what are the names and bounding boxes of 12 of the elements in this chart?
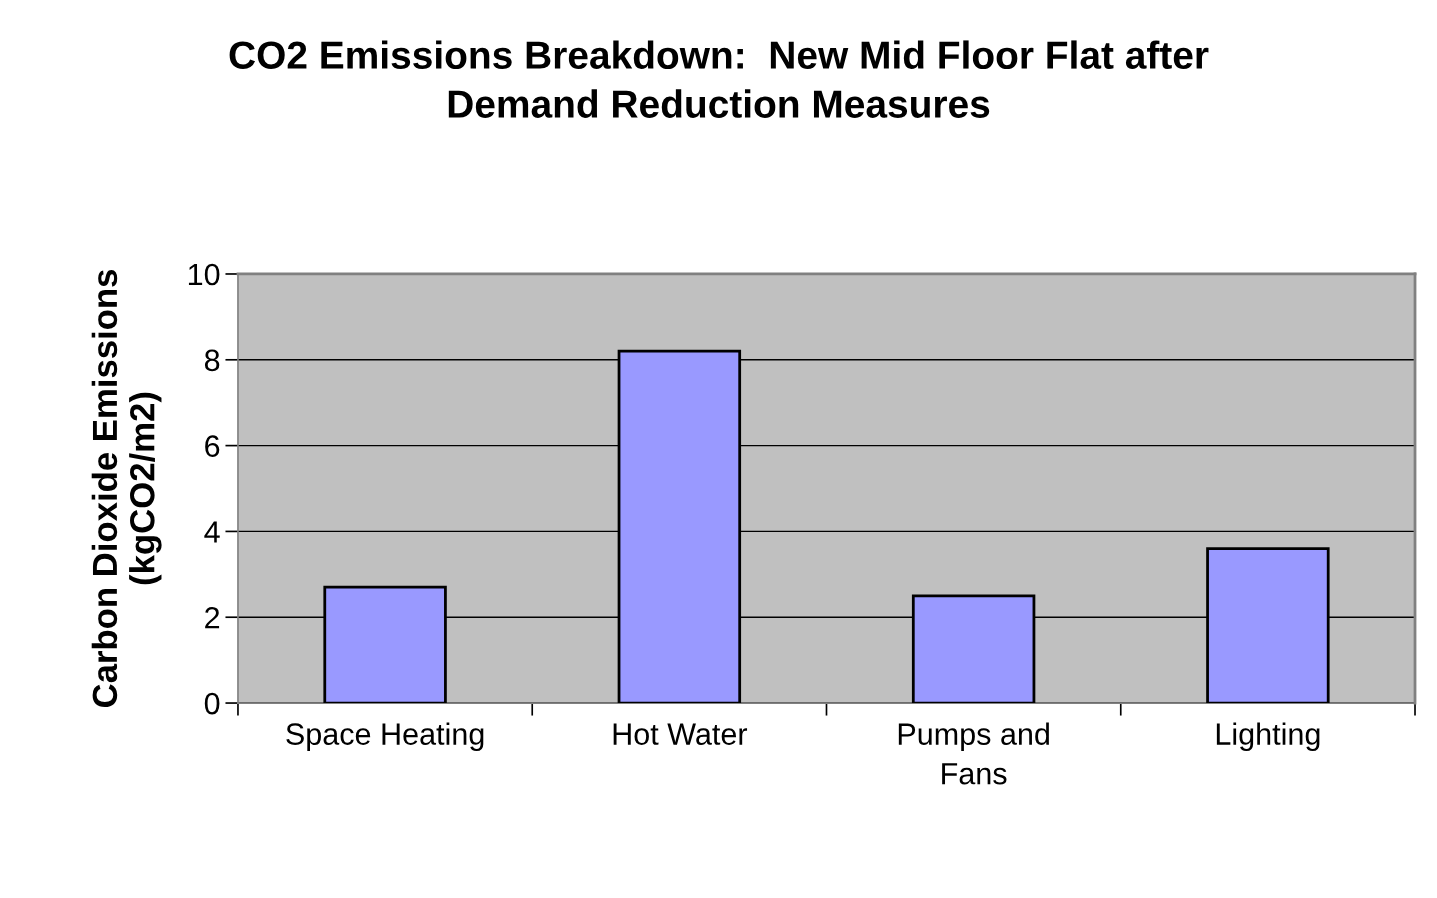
chart-title: CO2 Emissions Breakdown: New Mid Floor Flat after Demand Reduction Measures [229, 40, 1209, 118]
x-tick-label: Lighting [1216, 722, 1320, 751]
y-axis-title: Carbon Dioxide Emissions (kgCO2/m2) [91, 269, 162, 708]
y-tick-label: 6 [205, 435, 220, 457]
y-tick-label: 2 [205, 606, 220, 629]
y-tick-label: 0 [204, 692, 220, 715]
x-tick-label: Space Heating [286, 722, 484, 751]
y-tick-label: 4 [204, 521, 220, 543]
x-tick-label: Pumps and Fans [898, 722, 1049, 785]
y-tick-label: 10 [188, 263, 220, 286]
x-tick-label: Hot Water [613, 723, 748, 745]
y-tick-label: 8 [204, 349, 220, 372]
